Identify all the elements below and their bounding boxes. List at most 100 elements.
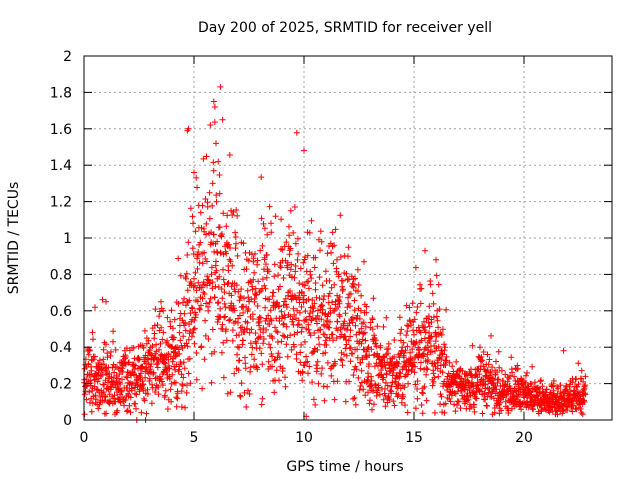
data-point: [276, 354, 283, 361]
data-point: [421, 335, 428, 342]
data-point: [433, 272, 440, 279]
data-point: [414, 304, 421, 310]
data-point: [247, 364, 254, 371]
data-point: [509, 369, 516, 376]
data-point: [148, 400, 155, 407]
data-point: [204, 203, 211, 210]
data-point: [123, 408, 130, 415]
data-point: [256, 314, 263, 321]
data-point: [354, 312, 361, 319]
data-points: [81, 83, 589, 423]
data-point: [213, 140, 219, 147]
data-point: [224, 390, 231, 397]
data-point: [484, 403, 491, 409]
data-point: [298, 328, 305, 335]
data-point: [411, 369, 418, 376]
data-point: [324, 313, 331, 320]
data-point: [167, 386, 174, 393]
data-point: [359, 356, 366, 363]
data-point: [166, 375, 173, 382]
data-point: [110, 338, 116, 345]
data-point: [412, 264, 419, 271]
data-point: [123, 373, 130, 380]
data-point: [227, 316, 234, 323]
data-point: [474, 379, 481, 386]
data-point: [103, 410, 110, 417]
data-point: [391, 353, 398, 360]
data-point: [411, 331, 417, 338]
data-point: [193, 174, 200, 181]
data-point: [180, 333, 187, 340]
data-point: [336, 294, 343, 300]
data-point: [106, 399, 112, 406]
data-point: [93, 396, 99, 403]
data-point: [220, 266, 226, 273]
data-point: [412, 381, 419, 388]
data-point: [171, 316, 178, 323]
data-point: [233, 240, 239, 247]
data-point: [101, 381, 108, 388]
data-point: [218, 349, 225, 356]
data-point: [296, 321, 302, 328]
data-point: [429, 382, 436, 389]
data-point: [185, 336, 192, 343]
data-point: [201, 249, 208, 256]
data-point: [211, 348, 218, 355]
data-point: [311, 330, 318, 336]
data-point: [495, 348, 502, 355]
data-point: [577, 406, 584, 412]
data-point: [324, 359, 331, 366]
data-point: [238, 380, 245, 387]
data-point: [317, 247, 323, 254]
data-point: [309, 379, 316, 386]
data-point: [185, 125, 192, 132]
data-point: [186, 297, 193, 304]
data-point: [371, 351, 378, 358]
data-point: [210, 167, 217, 174]
data-point: [202, 332, 209, 339]
data-point: [268, 317, 275, 324]
data-point: [409, 300, 416, 307]
data-point: [408, 322, 414, 329]
data-point: [316, 295, 323, 302]
data-point: [221, 314, 228, 321]
data-point: [221, 300, 228, 307]
data-point: [222, 313, 229, 320]
data-point: [404, 343, 411, 350]
data-point: [310, 305, 317, 312]
data-point: [257, 314, 264, 321]
data-point: [529, 405, 536, 412]
data-point: [179, 382, 186, 389]
data-point: [438, 331, 445, 338]
data-point: [275, 350, 282, 357]
data-point: [431, 409, 438, 416]
data-point: [190, 326, 197, 333]
data-point: [112, 346, 119, 353]
data-point: [219, 295, 226, 302]
data-point: [283, 239, 290, 246]
data-point: [250, 276, 257, 283]
data-point: [528, 381, 535, 388]
data-point: [233, 282, 240, 289]
data-point: [292, 268, 299, 275]
data-point: [258, 350, 265, 357]
data-point: [203, 231, 209, 238]
data-point: [263, 261, 269, 268]
data-point: [206, 215, 213, 222]
data-point: [531, 379, 538, 386]
data-point: [326, 277, 333, 284]
data-point: [289, 316, 296, 323]
data-point: [454, 398, 461, 405]
data-point: [280, 275, 287, 281]
data-point: [539, 383, 546, 390]
data-point: [306, 285, 312, 292]
data-point: [356, 329, 363, 336]
data-point: [206, 189, 213, 196]
data-point: [413, 309, 420, 316]
data-point: [570, 402, 577, 409]
data-point: [370, 295, 377, 302]
data-point: [163, 369, 170, 375]
data-point: [211, 119, 218, 126]
data-point: [328, 372, 335, 379]
data-point: [281, 333, 288, 340]
